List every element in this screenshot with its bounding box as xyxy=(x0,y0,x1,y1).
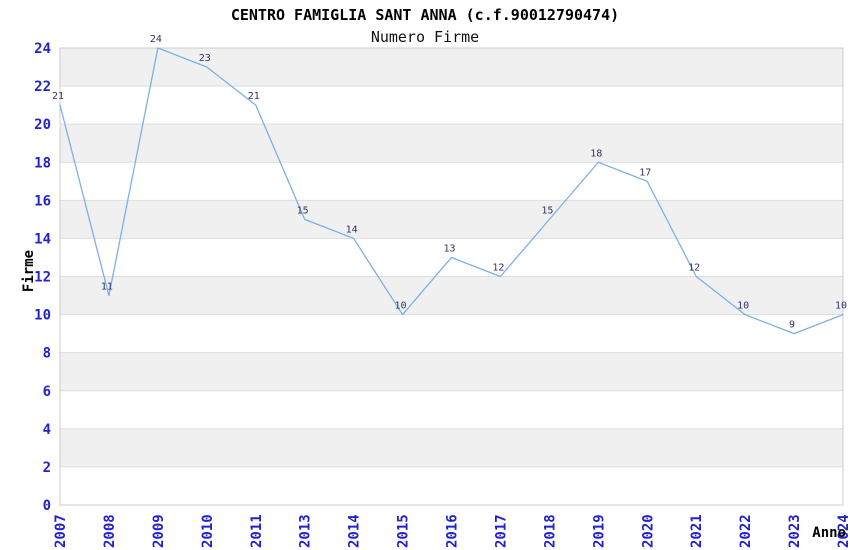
y-tick-label: 10 xyxy=(34,308,51,324)
data-point-label: 21 xyxy=(52,91,64,102)
x-axis-title: Anno xyxy=(812,525,846,541)
x-tick-label: 2018 xyxy=(542,514,558,548)
x-tick-label: 2021 xyxy=(689,514,705,548)
x-tick-label: 2022 xyxy=(738,514,754,548)
x-tick-label: 2013 xyxy=(298,514,314,548)
x-tick-label: 2016 xyxy=(445,514,461,548)
plot-band xyxy=(60,200,843,239)
data-point-label: 13 xyxy=(443,243,455,254)
plot-band xyxy=(60,428,843,467)
plot-band xyxy=(60,124,843,163)
x-tick-label: 2014 xyxy=(347,514,363,548)
y-tick-label: 24 xyxy=(34,41,51,57)
x-tick-label: 2010 xyxy=(200,514,216,548)
y-tick-label: 12 xyxy=(34,270,51,286)
data-point-label: 12 xyxy=(492,263,504,274)
grid-lines-group xyxy=(60,85,843,468)
y-tick-label: 16 xyxy=(34,193,51,209)
data-point-label: 10 xyxy=(835,301,847,312)
data-point-label: 11 xyxy=(101,282,113,293)
y-tick-label: 8 xyxy=(43,346,51,362)
x-tick-label: 2019 xyxy=(591,514,607,548)
point-labels-group: 21 11 24 23 21 15 14 10 13 12 15 18 17 12 10 9 10 xyxy=(52,34,847,331)
plot-band xyxy=(60,314,843,353)
chart-title: CENTRO FAMIGLIA SANT ANNA (c.f.900127904… xyxy=(230,6,620,24)
plot-band xyxy=(60,276,843,315)
x-tick-label: 2024 xyxy=(836,514,850,548)
y-tick-label: 20 xyxy=(34,117,51,133)
data-point-label: 15 xyxy=(541,205,553,216)
x-tick-label: 2023 xyxy=(787,514,803,548)
x-tick-label: 2007 xyxy=(53,514,69,548)
data-point-label: 18 xyxy=(590,148,602,159)
data-point-label: 14 xyxy=(346,224,358,235)
data-point-label: 15 xyxy=(297,205,309,216)
y-tick-label: 22 xyxy=(34,79,51,95)
x-tick-label: 2009 xyxy=(151,514,167,548)
x-axis-tick-labels: 2007 2008 2009 2010 2011 2013 2014 2015 2016 2017… xyxy=(53,514,850,548)
plot-border xyxy=(59,47,844,506)
data-point-label: 23 xyxy=(199,53,211,64)
x-tick-label: 2015 xyxy=(396,514,412,548)
data-point-label: 24 xyxy=(150,34,162,45)
data-point-label: 10 xyxy=(737,301,749,312)
data-point-label: 9 xyxy=(789,320,795,331)
series-line xyxy=(59,47,844,335)
y-axis-title: Firme xyxy=(21,250,37,292)
data-point-label: 17 xyxy=(639,167,651,178)
plot-band xyxy=(60,466,843,505)
data-point-label: 10 xyxy=(395,301,407,312)
y-tick-label: 4 xyxy=(43,422,51,438)
data-point-label: 12 xyxy=(688,263,700,274)
series-line-group xyxy=(59,47,844,335)
data-point-label: 21 xyxy=(248,91,260,102)
plot-band xyxy=(60,48,843,87)
plot-band xyxy=(60,162,843,201)
y-tick-label: 14 xyxy=(34,231,51,247)
y-tick-label: 6 xyxy=(43,384,51,400)
x-tick-label: 2017 xyxy=(493,514,509,548)
chart-subtitle: Numero Firme xyxy=(370,28,480,46)
plot-bands-group xyxy=(60,48,843,505)
x-tick-label: 2011 xyxy=(249,514,265,548)
y-tick-label: 18 xyxy=(34,155,51,171)
plot-band xyxy=(60,352,843,391)
y-tick-label: 2 xyxy=(43,460,51,476)
y-tick-label: 0 xyxy=(43,498,51,514)
x-tick-label: 2008 xyxy=(102,514,118,548)
x-tick-label: 2020 xyxy=(640,514,656,548)
plot-band xyxy=(60,390,843,429)
plot-band xyxy=(60,86,843,125)
